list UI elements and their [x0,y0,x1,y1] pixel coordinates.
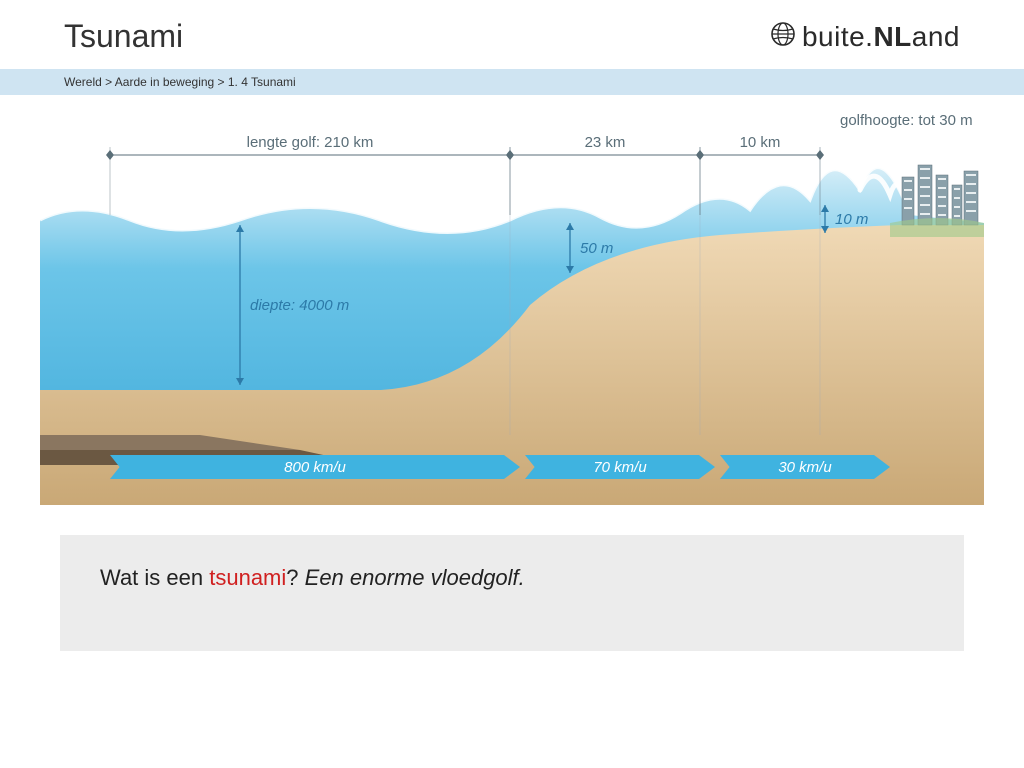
svg-text:10 m: 10 m [835,211,868,228]
svg-text:23 km: 23 km [585,134,626,151]
tsunami-diagram: lengte golf: 210 km 23 km 10 km golfhoogte:… [40,105,984,505]
svg-text:diepte: 4000 m: diepte: 4000 m [250,297,349,314]
diagram-container: lengte golf: 210 km 23 km 10 km golfhoogte:… [0,95,1024,505]
svg-text:golfhoogte: tot 30 m: golfhoogte: tot 30 m [840,112,973,129]
question-box: Wat is een tsunami? Een enorme vloedgolf… [60,535,964,651]
svg-text:lengte golf: 210 km: lengte golf: 210 km [247,134,374,151]
brand-logo: buite.NLand [770,21,960,53]
question-suffix: ? [286,565,304,590]
header: Tsunami buite.NLand [0,0,1024,63]
question-prefix: Wat is een [100,565,209,590]
globe-icon [770,21,796,52]
question-answer: Een enorme vloedgolf. [305,565,525,590]
breadcrumb: Wereld > Aarde in beweging > 1. 4 Tsunam… [0,69,1024,95]
svg-text:800 km/u: 800 km/u [284,459,346,476]
question-highlight: tsunami [209,565,286,590]
svg-text:30 km/u: 30 km/u [778,459,832,476]
svg-text:10 km: 10 km [740,134,781,151]
svg-text:70 km/u: 70 km/u [593,459,647,476]
brand-text: buite.NLand [802,21,960,53]
page-title: Tsunami [64,18,183,55]
svg-text:50 m: 50 m [580,240,613,257]
